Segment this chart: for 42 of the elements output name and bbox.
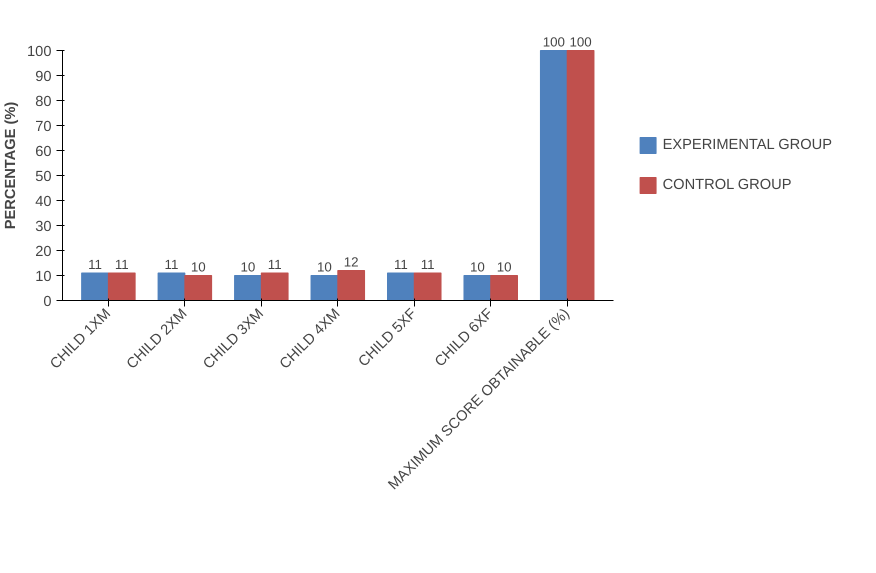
data-label: 11 xyxy=(164,257,178,272)
data-label: 10 xyxy=(240,260,256,274)
data-label: 11 xyxy=(268,257,282,272)
y-tick-label: 20 xyxy=(35,244,52,260)
bar xyxy=(108,272,136,300)
data-label: 100 xyxy=(542,34,565,50)
data-label: 12 xyxy=(344,254,359,270)
data-label: 10 xyxy=(317,260,332,274)
data-label: 100 xyxy=(569,34,592,50)
y-tick-label: 10 xyxy=(35,269,52,285)
data-label: 11 xyxy=(394,257,408,272)
y-tick-label: 70 xyxy=(35,119,52,135)
y-tick-label: 30 xyxy=(35,219,52,235)
bar xyxy=(234,275,262,300)
bar xyxy=(81,272,109,300)
data-label: 10 xyxy=(496,260,512,274)
y-tick-label: 80 xyxy=(35,94,52,110)
bar xyxy=(414,272,442,300)
bar xyxy=(387,272,415,300)
data-label: 11 xyxy=(420,257,435,272)
legend-label: CONTROL GROUP xyxy=(662,177,792,193)
y-tick-label: 40 xyxy=(35,194,52,210)
data-label: 11 xyxy=(88,257,102,272)
bar xyxy=(490,275,518,300)
bar xyxy=(566,50,594,300)
bar xyxy=(337,270,366,300)
bar xyxy=(463,275,492,300)
bar xyxy=(158,272,186,300)
legend-label: EXPERIMENTAL GROUP xyxy=(662,137,832,153)
y-axis-title: PERCENTAGE (%) xyxy=(3,102,20,230)
bar xyxy=(540,50,568,300)
y-tick-label: 100 xyxy=(27,44,52,60)
data-label: 10 xyxy=(470,260,485,274)
bar xyxy=(310,275,338,300)
y-tick-label: 0 xyxy=(43,294,52,310)
bar xyxy=(260,272,289,300)
data-label: 11 xyxy=(114,257,129,272)
y-tick-label: 50 xyxy=(35,169,52,185)
y-tick-label: 90 xyxy=(35,69,52,85)
data-label: 10 xyxy=(190,260,206,274)
bar xyxy=(184,275,212,300)
y-tick-label: 60 xyxy=(35,144,52,160)
